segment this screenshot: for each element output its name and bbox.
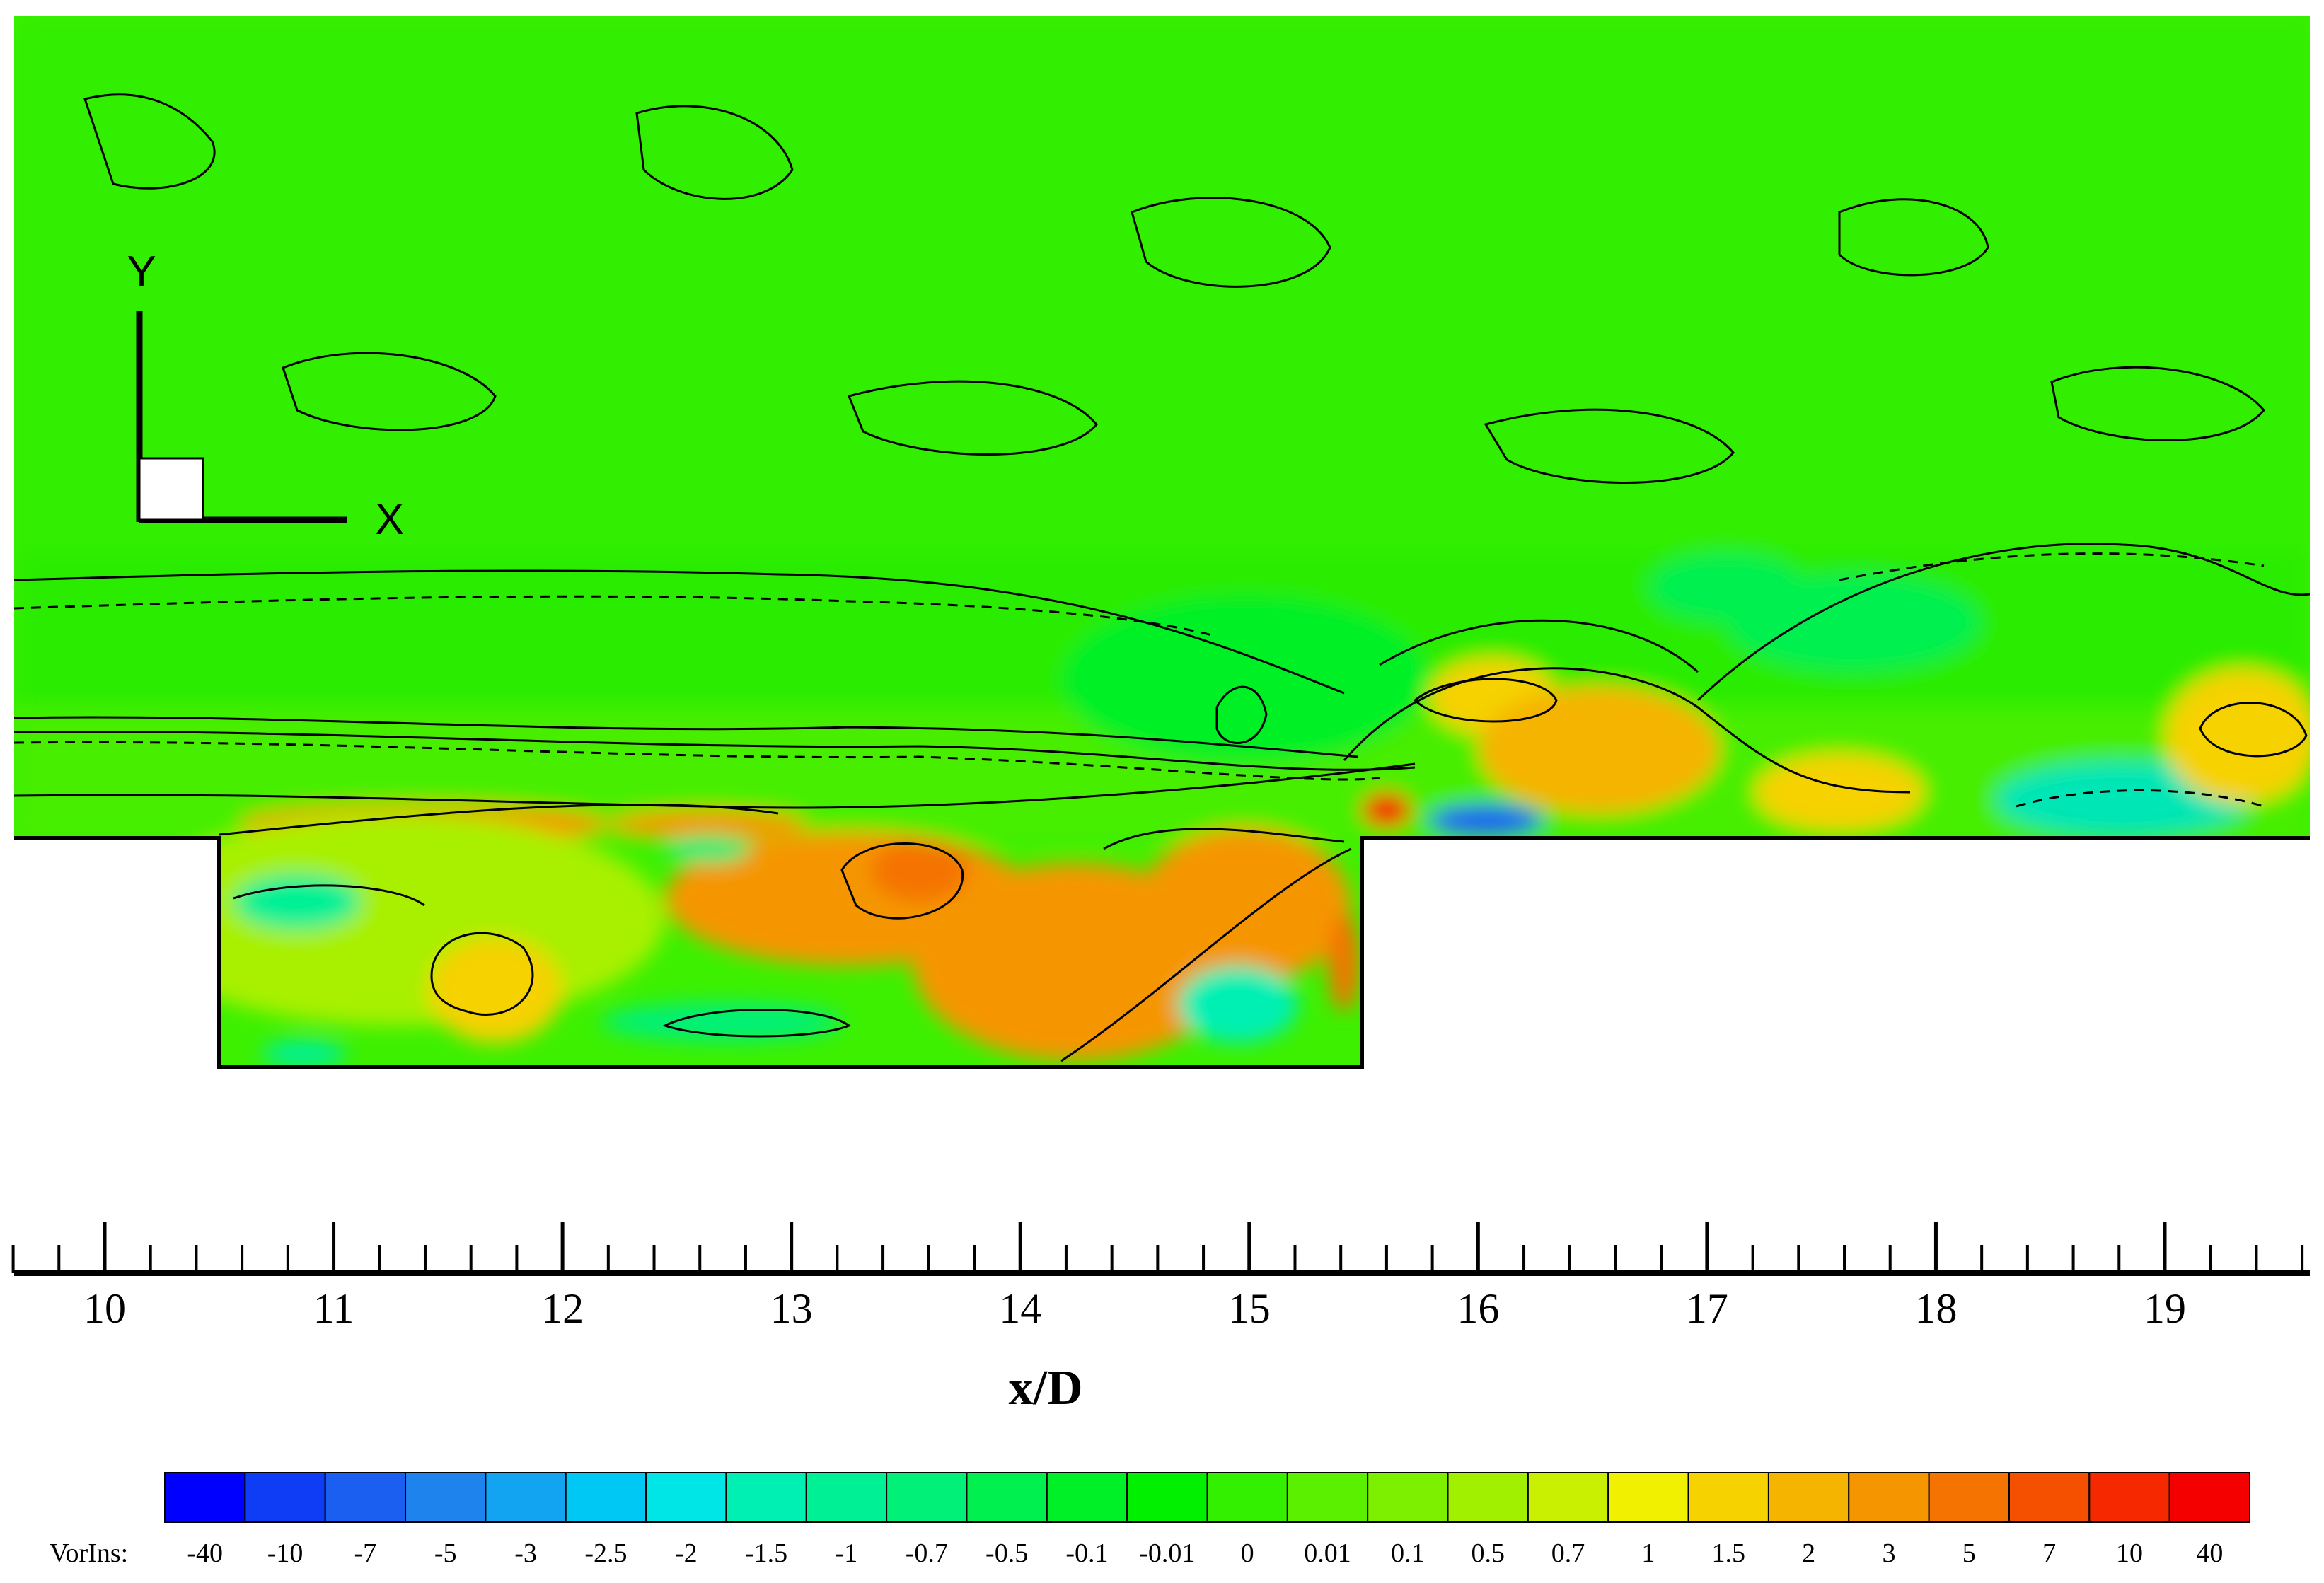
- x-tick-label: 13: [770, 1285, 813, 1332]
- colorbar-level-label: -2: [675, 1538, 698, 1568]
- colorbar-level-label: -7: [354, 1538, 377, 1568]
- colorbar-swatch: [324, 1472, 407, 1523]
- colorbar-level-label: -0.5: [985, 1538, 1028, 1568]
- colorbar-level-label: 5: [1962, 1538, 1976, 1568]
- colorbar-swatch: [1607, 1472, 1689, 1523]
- triad-x-label: X: [375, 495, 404, 544]
- x-tick-label: 14: [999, 1285, 1041, 1332]
- colorbar-level-label: -0.01: [1139, 1538, 1195, 1568]
- colorbar-swatch: [1206, 1472, 1288, 1523]
- x-axis: 10 11 12 13 14 15 16 17 18 19 x/D: [11, 1222, 2310, 1415]
- colorbar-swatch: [1928, 1472, 2010, 1523]
- triad-y-label: Y: [127, 248, 156, 296]
- colorbar-level-label: 0.7: [1551, 1538, 1585, 1568]
- x-tick-label: 10: [83, 1285, 126, 1332]
- colorbar-swatch: [805, 1472, 888, 1523]
- colorbar-swatch: [725, 1472, 807, 1523]
- colorbar-title: VorIns:: [50, 1538, 128, 1568]
- colorbar-level-label: -1: [836, 1538, 858, 1568]
- colorbar-level-label: -1.5: [745, 1538, 787, 1568]
- x-tick-label: 19: [2144, 1285, 2186, 1332]
- x-tick-label: 17: [1686, 1285, 1728, 1332]
- colorbar-swatch: [244, 1472, 326, 1523]
- colorbar: VorIns: -40 -10 -7 -5 -3 -2.5 -2 -1.5 -1 -0.7 -0.5…: [50, 1472, 2250, 1568]
- colorbar-level-label: 0.1: [1391, 1538, 1425, 1568]
- colorbar-level-label: 0.5: [1471, 1538, 1505, 1568]
- colorbar-level-label: -10: [267, 1538, 303, 1568]
- colorbar-swatch: [565, 1472, 647, 1523]
- x-tick-label: 11: [313, 1285, 354, 1332]
- x-axis-title: x/D: [1009, 1361, 1083, 1415]
- colorbar-level-label: 0: [1241, 1538, 1254, 1568]
- colorbar-swatch: [1046, 1472, 1128, 1523]
- x-tick-label: 12: [541, 1285, 584, 1332]
- colorbar-swatch: [1286, 1472, 1369, 1523]
- colorbar-swatch: [2008, 1472, 2091, 1523]
- colorbar-swatch: [405, 1472, 487, 1523]
- colorbar-swatch: [886, 1472, 968, 1523]
- colorbar-level-label: 0.01: [1304, 1538, 1351, 1568]
- colorbar-level-label: -0.7: [906, 1538, 948, 1568]
- colorbar-level-label: 7: [2042, 1538, 2056, 1568]
- colorbar-swatch: [645, 1472, 727, 1523]
- colorbar-swatch: [1767, 1472, 1850, 1523]
- colorbar-swatch: [966, 1472, 1048, 1523]
- colorbar-level-label: -0.1: [1065, 1538, 1108, 1568]
- colorbar-swatch: [485, 1472, 567, 1523]
- x-tick-label: 18: [1914, 1285, 1957, 1332]
- colorbar-swatch: [2088, 1472, 2170, 1523]
- axis-triad: Y X: [127, 248, 404, 544]
- colorbar-level-label: 10: [2116, 1538, 2143, 1568]
- colorbar-level-label: -40: [187, 1538, 223, 1568]
- colorbar-level-label: 1.5: [1712, 1538, 1746, 1568]
- colorbar-swatch: [164, 1472, 246, 1523]
- colorbar-level-label: 1: [1641, 1538, 1655, 1568]
- colorbar-level-label: -3: [514, 1538, 537, 1568]
- colorbar-swatch: [1367, 1472, 1449, 1523]
- x-tick-label: 15: [1228, 1285, 1271, 1332]
- colorbar-swatch: [1848, 1472, 1930, 1523]
- x-tick-label: 16: [1457, 1285, 1499, 1332]
- colorbar-swatch: [1687, 1472, 1769, 1523]
- colorbar-level-label: 40: [2196, 1538, 2223, 1568]
- domain-boundary: [14, 836, 2310, 1069]
- colorbar-level-label: 3: [1882, 1538, 1895, 1568]
- colorbar-swatch: [1447, 1472, 1529, 1523]
- colorbar-level-label: -5: [434, 1538, 457, 1568]
- colorbar-level-label: 2: [1802, 1538, 1815, 1568]
- colorbar-swatch: [1126, 1472, 1208, 1523]
- colorbar-swatch: [1527, 1472, 1609, 1523]
- colorbar-swatch: [2168, 1472, 2250, 1523]
- vorticity-field: [14, 16, 2310, 1067]
- colorbar-level-label: -2.5: [584, 1538, 627, 1568]
